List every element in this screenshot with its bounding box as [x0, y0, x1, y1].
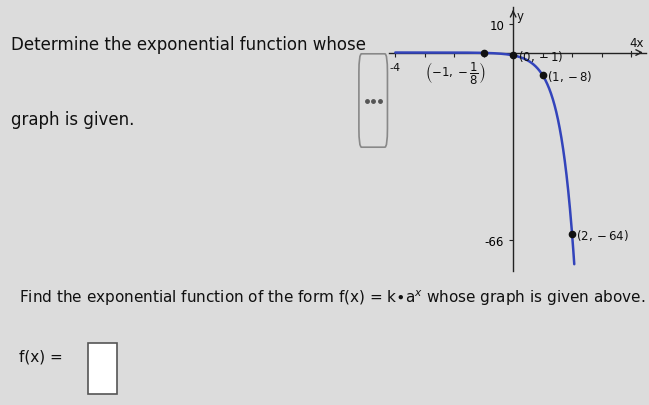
FancyBboxPatch shape [359, 55, 387, 148]
Text: -4: -4 [390, 63, 401, 73]
Text: $\left(-1, -\dfrac{1}{8}\right)$: $\left(-1, -\dfrac{1}{8}\right)$ [424, 60, 485, 86]
Text: $(2, -64)$: $(2, -64)$ [576, 227, 629, 242]
Text: Determine the exponential function whose: Determine the exponential function whose [11, 36, 366, 54]
Text: Find the exponential function of the form f(x) = k$\bullet$a$^x$ whose graph is : Find the exponential function of the for… [19, 288, 646, 307]
Text: f(x) =: f(x) = [19, 349, 63, 364]
Text: $(0, -1)$: $(0, -1)$ [519, 49, 564, 64]
Text: y: y [517, 9, 524, 23]
Text: graph is given.: graph is given. [11, 111, 134, 128]
Text: 4x: 4x [630, 37, 644, 50]
FancyBboxPatch shape [88, 343, 117, 394]
Text: $(1, -8)$: $(1, -8)$ [547, 68, 593, 83]
